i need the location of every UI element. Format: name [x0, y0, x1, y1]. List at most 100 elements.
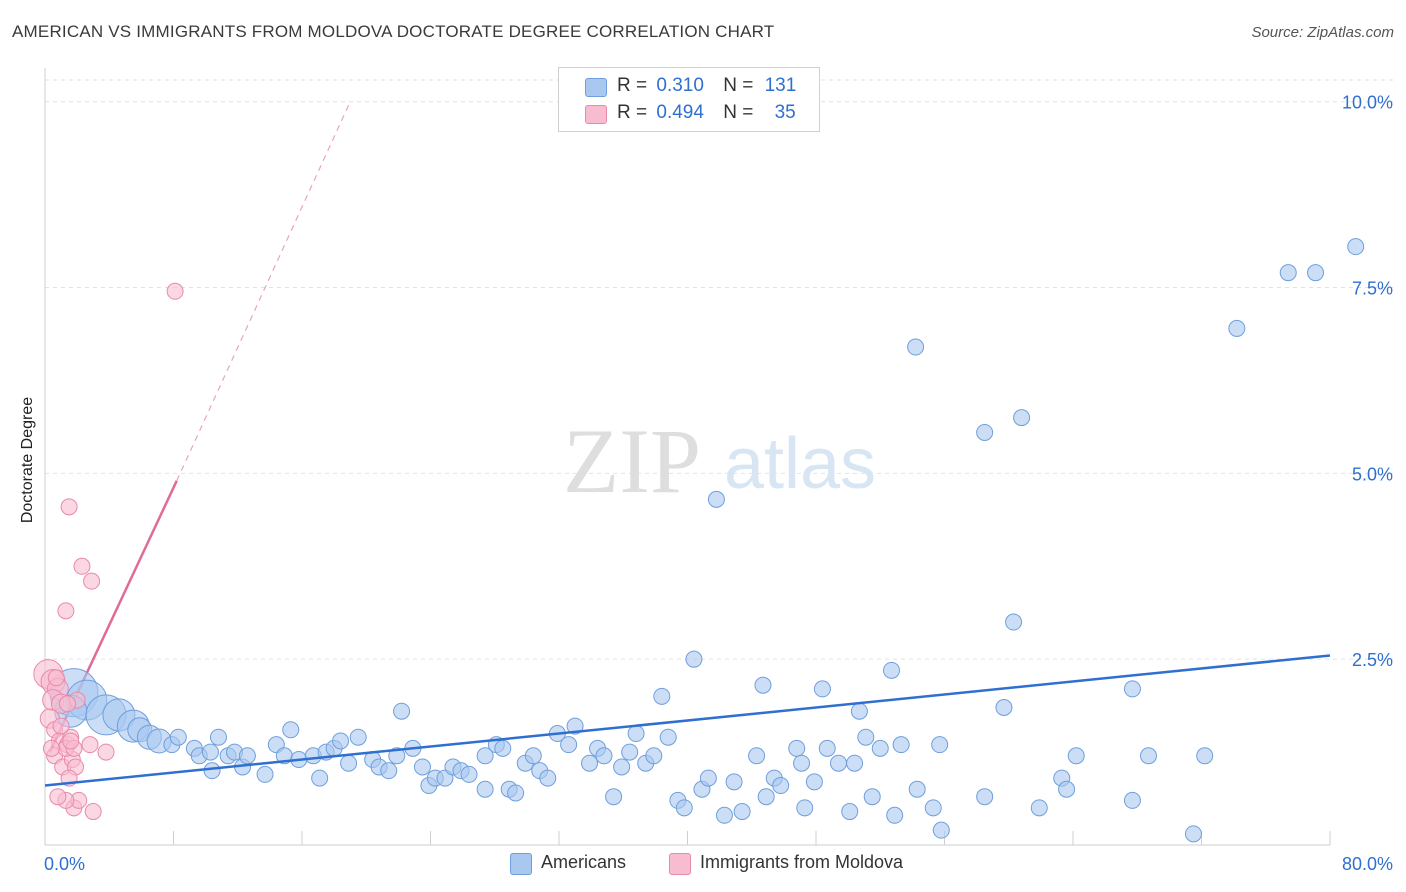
point-americans: [1067, 747, 1085, 765]
legend-r-value: 0.310: [656, 75, 704, 96]
legend-row-americans: R = 0.310 N = 131: [617, 75, 796, 97]
point-moldova: [84, 803, 102, 821]
point-americans: [311, 769, 329, 787]
point-americans: [886, 806, 904, 824]
legend-n-label: N =: [723, 102, 754, 123]
point-americans: [829, 754, 847, 772]
legend-n-label: N =: [723, 75, 754, 96]
point-americans: [460, 765, 478, 783]
point-americans: [1279, 264, 1297, 282]
point-moldova: [62, 732, 80, 750]
y-tick-label: 10.0%: [1342, 93, 1393, 113]
point-americans: [931, 736, 949, 754]
point-americans: [857, 728, 875, 746]
point-americans: [203, 762, 221, 780]
point-moldova: [47, 669, 65, 687]
point-americans: [605, 788, 623, 806]
point-americans: [892, 736, 910, 754]
point-americans: [494, 739, 512, 757]
point-americans: [871, 739, 889, 757]
point-americans: [1307, 264, 1325, 282]
series-moldova: [33, 282, 184, 821]
point-americans: [813, 680, 831, 698]
point-americans: [595, 747, 613, 765]
point-americans: [1030, 799, 1048, 817]
point-americans: [754, 676, 772, 694]
point-americans: [685, 650, 703, 668]
point-moldova: [81, 736, 99, 754]
watermark: ZIP atlas: [563, 410, 876, 512]
point-americans: [908, 780, 926, 798]
point-americans: [566, 717, 584, 735]
legend-swatch-moldova: [585, 105, 607, 124]
point-americans: [846, 754, 864, 772]
point-americans: [476, 747, 494, 765]
point-americans: [1184, 825, 1202, 843]
point-americans: [1058, 780, 1076, 798]
point-americans: [1123, 680, 1141, 698]
point-americans: [613, 758, 631, 776]
point-moldova: [42, 739, 60, 757]
point-americans: [201, 743, 219, 761]
chart-title: AMERICAN VS IMMIGRANTS FROM MOLDOVA DOCT…: [12, 22, 775, 41]
point-americans: [581, 754, 599, 772]
point-americans: [818, 739, 836, 757]
point-americans: [715, 806, 733, 824]
source-label: Source: ZipAtlas.com: [1251, 24, 1394, 41]
point-americans: [675, 799, 693, 817]
tick-labels: 2.5% 5.0% 7.5% 10.0% 0.0% 80.0%: [44, 93, 1393, 874]
point-americans: [699, 769, 717, 787]
watermark-zip: ZIP: [563, 410, 701, 512]
legend-n-value: 35: [774, 102, 796, 123]
point-americans: [1228, 319, 1246, 337]
point-americans: [349, 728, 367, 746]
point-americans: [539, 769, 557, 787]
trend-americans: [44, 654, 1331, 787]
point-americans: [882, 661, 900, 679]
legend-r-label: R =: [617, 75, 648, 96]
legend-r-value: 0.494: [656, 102, 704, 123]
point-moldova: [97, 743, 115, 761]
point-moldova: [73, 557, 91, 575]
trend-moldova-extension: [176, 101, 351, 482]
point-americans: [788, 739, 806, 757]
y-tick-label: 2.5%: [1352, 650, 1393, 670]
point-americans: [796, 799, 814, 817]
point-americans: [209, 728, 227, 746]
point-americans: [707, 490, 725, 508]
gridlines: [45, 79, 1393, 660]
point-moldova: [57, 602, 75, 620]
point-americans: [757, 788, 775, 806]
legend-row-moldova: R = 0.494 N = 35: [617, 102, 796, 124]
point-americans: [659, 728, 677, 746]
bottom-legend-americans: Americans: [541, 852, 627, 872]
point-americans: [1013, 409, 1031, 427]
point-moldova: [166, 282, 184, 300]
point-americans: [507, 784, 525, 802]
point-americans: [793, 754, 811, 772]
point-moldova: [58, 695, 76, 713]
point-americans: [841, 803, 859, 821]
trend-line-moldova: [48, 101, 351, 753]
point-americans: [1005, 613, 1023, 631]
point-americans: [1347, 238, 1365, 256]
point-americans: [907, 338, 925, 356]
correlation-legend: R = 0.310 N = 131 R = 0.494 N = 35: [558, 67, 820, 132]
y-tick-label: 5.0%: [1352, 464, 1393, 484]
point-americans: [932, 821, 950, 839]
point-americans: [653, 687, 671, 705]
x-tick-label: 0.0%: [44, 854, 85, 874]
point-americans: [627, 725, 645, 743]
bottom-legend-swatch-moldova: [669, 853, 691, 875]
point-americans: [524, 747, 542, 765]
point-americans: [850, 702, 868, 720]
point-americans: [725, 773, 743, 791]
point-americans: [1123, 791, 1141, 809]
point-moldova: [60, 498, 78, 516]
point-americans: [1196, 747, 1214, 765]
point-americans: [256, 765, 274, 783]
point-moldova: [83, 572, 101, 590]
point-americans: [282, 721, 300, 739]
point-americans: [560, 736, 578, 754]
